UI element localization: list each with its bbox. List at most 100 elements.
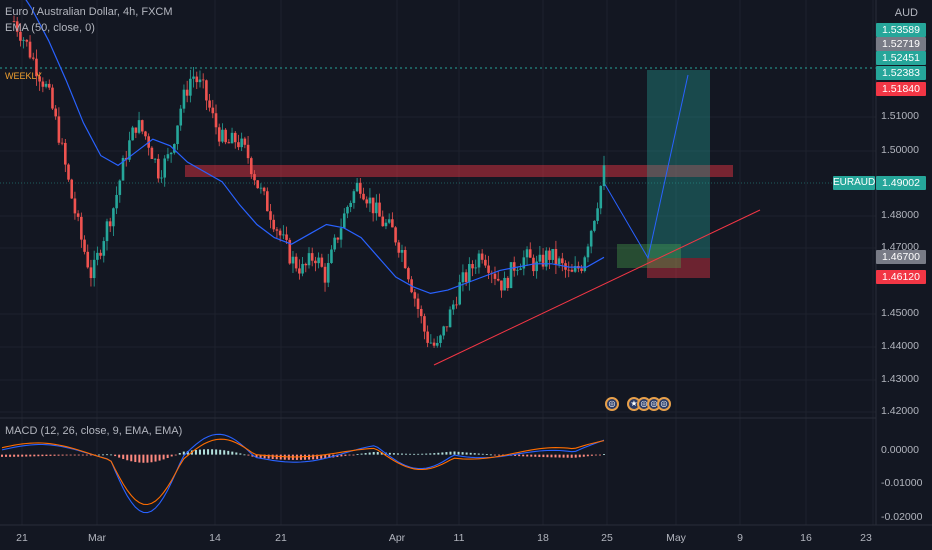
candle-body <box>599 185 603 209</box>
candle-body <box>112 208 115 227</box>
candle-body <box>121 157 125 181</box>
candle-body <box>227 142 231 144</box>
candle-body <box>580 268 583 271</box>
macd-bar <box>118 454 121 458</box>
candle-body <box>480 253 484 260</box>
macd-bar <box>158 454 161 461</box>
candle-body <box>89 267 93 279</box>
macd-tick-label: -0.01000 <box>881 477 923 489</box>
price-tag: 1.46700 <box>876 250 926 264</box>
macd-bar <box>146 454 149 463</box>
macd-bar <box>356 454 359 455</box>
macd-bar <box>69 454 72 456</box>
macd-legend[interactable]: MACD (12, 26, close, 9, EMA, EMA) <box>5 425 183 437</box>
entry-box[interactable] <box>617 244 681 268</box>
candle-body <box>108 221 112 227</box>
price-tick-label: 1.43000 <box>881 373 919 385</box>
candle-body <box>12 21 16 22</box>
candle-body <box>503 277 506 291</box>
macd-bar <box>392 453 395 455</box>
candle-body <box>352 191 356 203</box>
candle-body <box>249 158 253 175</box>
projection-path[interactable] <box>602 74 689 260</box>
candle-body <box>394 227 397 243</box>
event-icon[interactable]: ◎ <box>605 397 619 411</box>
candle-body <box>384 222 388 227</box>
currency-unit[interactable]: AUD <box>894 7 918 19</box>
macd-bar <box>396 453 399 455</box>
candle-body <box>602 165 606 186</box>
macd-bar <box>9 454 12 457</box>
macd-bar <box>235 452 238 455</box>
price-tick-label: 1.44000 <box>881 340 919 352</box>
macd-bar <box>134 454 137 463</box>
candle-body <box>541 254 545 267</box>
candle-body <box>15 21 19 32</box>
macd-bar <box>231 451 234 455</box>
price-tag: 1.53589 <box>876 23 926 37</box>
candle-body <box>461 272 465 283</box>
candle-body <box>525 249 529 258</box>
macd-bar <box>320 454 323 459</box>
macd-bar <box>453 451 456 455</box>
time-tick-label: 9 <box>737 532 743 544</box>
macd-bar <box>53 454 56 456</box>
candle-body <box>134 127 138 133</box>
time-tick-label: 21 <box>16 532 28 544</box>
candle-body <box>477 253 481 268</box>
candle-body <box>330 249 333 263</box>
long-position-profit-zone[interactable] <box>647 70 710 258</box>
candle-body <box>442 326 445 336</box>
macd-bar <box>566 454 569 458</box>
candle-body <box>391 219 394 228</box>
macd-bar <box>376 452 379 455</box>
candle-body <box>397 242 401 253</box>
candle-body <box>224 129 227 143</box>
macd-bar <box>275 454 278 460</box>
candle-body <box>230 132 234 144</box>
macd-bar <box>457 451 460 455</box>
candle-body <box>80 216 83 240</box>
candle-body <box>429 342 433 344</box>
macd-bar <box>239 453 242 455</box>
ema-line <box>25 0 605 295</box>
macd-bar <box>598 454 601 456</box>
macd-bar <box>122 454 125 460</box>
macd-bar <box>348 454 351 456</box>
candle-body <box>22 39 25 41</box>
macd-bar <box>328 454 331 458</box>
candle-body <box>368 197 372 204</box>
event-icon[interactable]: ◎ <box>657 397 671 411</box>
candle-body <box>378 202 381 217</box>
trendline-support[interactable] <box>433 209 761 366</box>
macd-bar <box>336 454 339 457</box>
candle-body <box>86 251 90 268</box>
symbol-legend[interactable]: Euro / Australian Dollar, 4h, FXCM <box>5 6 173 18</box>
ema-legend[interactable]: EMA (50, close, 0) <box>5 22 95 34</box>
candle-body <box>115 194 118 209</box>
candle-body <box>76 213 80 217</box>
macd-bar <box>73 454 76 456</box>
candle-body <box>314 260 317 264</box>
candle-body <box>512 262 516 271</box>
candle-body <box>294 256 298 269</box>
candle-body <box>333 237 336 250</box>
macd-bar <box>25 454 28 457</box>
chart-grid <box>0 0 876 525</box>
candle-body <box>278 230 282 236</box>
candle-body <box>346 206 349 214</box>
macd-bar <box>308 454 311 460</box>
long-position-stop-zone[interactable] <box>647 258 710 278</box>
current-symbol-tag: EURAUD <box>833 176 876 190</box>
candle-body <box>528 249 532 258</box>
macd-bar <box>501 454 504 456</box>
macd-bar <box>586 454 589 457</box>
macd-bar <box>142 454 145 463</box>
candle-body <box>310 253 314 261</box>
price-tag: 1.49002 <box>876 176 926 190</box>
candle-body <box>413 292 417 299</box>
candle-body <box>589 230 593 247</box>
candle-body <box>269 211 272 220</box>
candle-body <box>487 265 490 273</box>
